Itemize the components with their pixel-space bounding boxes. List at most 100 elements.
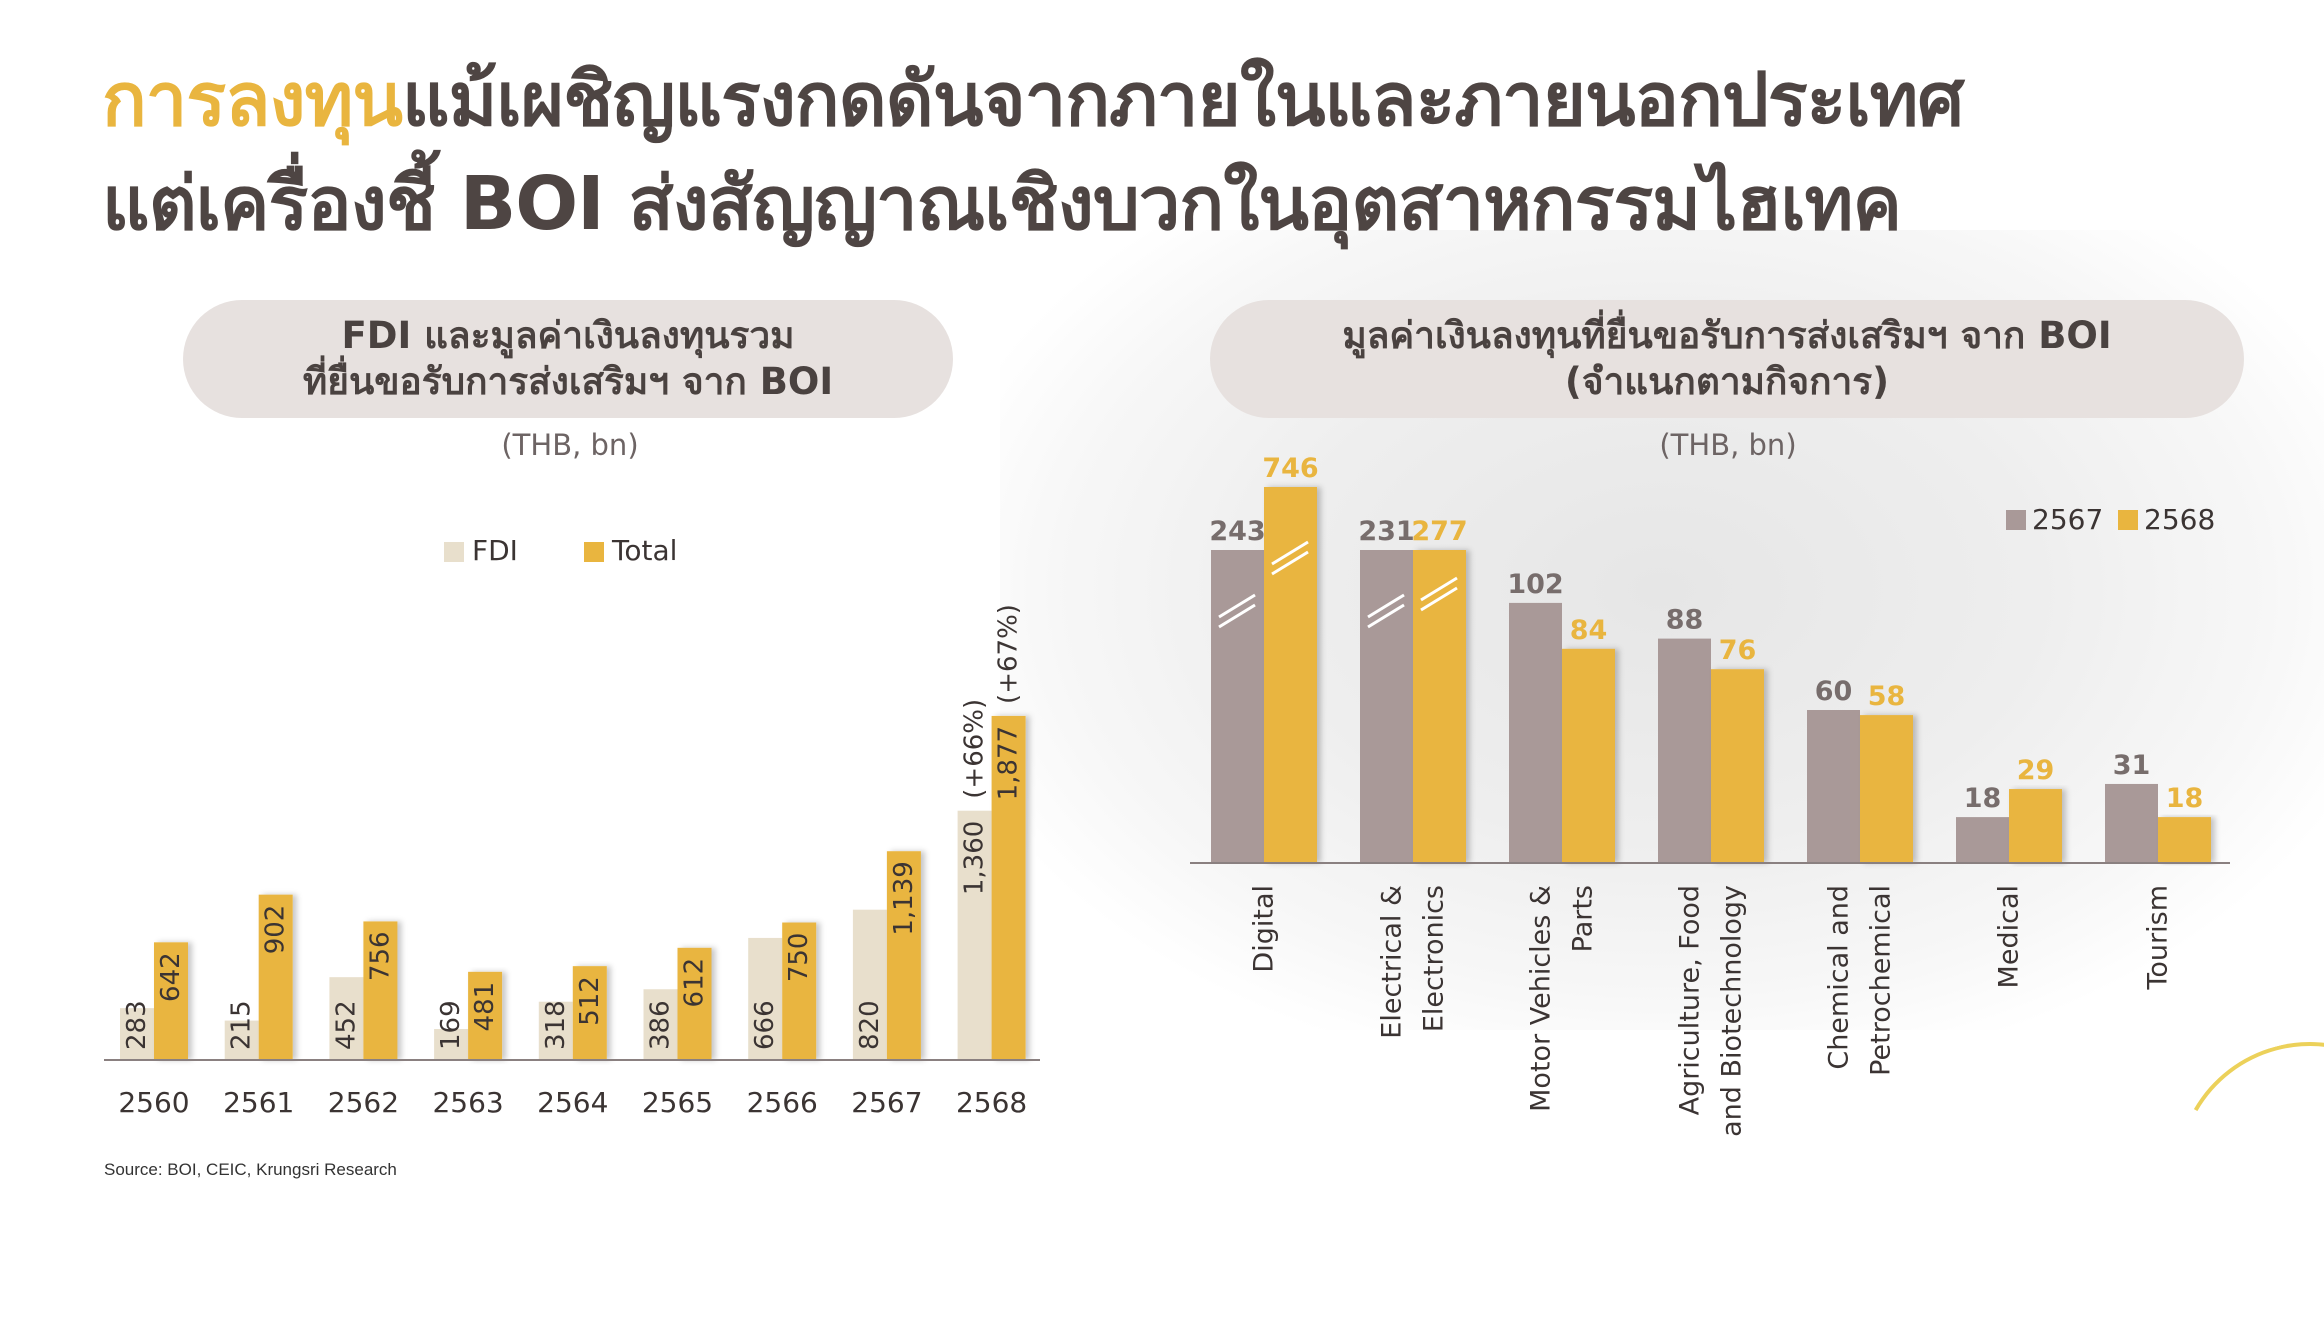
legend-swatch-2567 [2006, 510, 2026, 530]
bar-fdi-2564 [538, 1001, 573, 1060]
value-2568-tourism: 18 [2166, 783, 2204, 814]
bar-fdi-2567 [852, 909, 887, 1060]
value-2567-chemical-and-petrochemical: 60 [1815, 676, 1853, 707]
headline-line2: แต่เครื่องชี้ BOI ส่งสัญญาณเชิงบวกในอุตส… [102, 161, 1902, 247]
bar-2568-agriculture-food-and-biotechnology [1711, 669, 1764, 863]
right-unit-label: (THB, bn) [1659, 428, 1797, 462]
value-2568-electrical-electronics: 277 [1411, 516, 1467, 547]
bar-2568-motor-vehicles-parts [1562, 648, 1615, 863]
value-2568-agriculture-food-and-biotechnology: 76 [1719, 635, 1757, 666]
bar-fdi-2560 [120, 1008, 154, 1060]
axis-break-mark [1218, 603, 1256, 629]
bar-2567-digital [1211, 550, 1264, 863]
bar-fdi-2568 [957, 810, 992, 1060]
value-2568-chemical-and-petrochemical: 58 [1868, 681, 1906, 712]
bar-2568-electrical-electronics [1413, 550, 1466, 863]
legend-label-2568: 2568 [2144, 503, 2215, 536]
axis-break-mark [1420, 586, 1458, 612]
left-title-line1: FDI และมูลค่าเงินลงทุนรวม [341, 314, 795, 357]
label-fdi-2564: 318 [541, 1000, 571, 1050]
value-2567-agriculture-food-and-biotechnology: 88 [1666, 605, 1704, 636]
bar-2567-tourism [2105, 783, 2158, 863]
tick-2568: 2568 [956, 1086, 1027, 1119]
tick-2562: 2562 [328, 1086, 399, 1119]
category-label-tourism: Tourism [2143, 885, 2174, 991]
value-2568-digital: 746 [1262, 453, 1318, 484]
category-label-electrical-electronics: Electrical & [1377, 885, 1408, 1039]
value-2568-medical: 29 [2017, 755, 2055, 786]
value-2567-digital: 243 [1209, 516, 1265, 547]
category-label-chemical-and-petrochemical: Petrochemical [1866, 885, 1897, 1076]
label-total-2562: 756 [365, 931, 395, 981]
legend-swatch-fdi [444, 542, 464, 562]
bar-fdi-2562 [329, 977, 364, 1060]
tick-2560: 2560 [118, 1086, 189, 1119]
bar-total-2567 [886, 851, 921, 1060]
tick-2566: 2566 [747, 1086, 818, 1119]
label-total-2563: 481 [470, 982, 500, 1032]
label-total-2567: 1,139 [889, 861, 919, 935]
headline-accent: การลงทุน [102, 57, 403, 143]
label-fdi-2566: 666 [750, 1000, 780, 1050]
tick-2563: 2563 [432, 1086, 503, 1119]
label-total-2560: 642 [156, 952, 186, 1002]
axis-break-mark [1271, 540, 1309, 566]
label-fdi-2563: 169 [436, 1000, 466, 1050]
right-title-line1: มูลค่าเงินลงทุนที่ยื่นขอรับการส่งเสริมฯ … [1342, 314, 2112, 357]
left-unit-label: (THB, bn) [501, 428, 639, 462]
legend-swatch-total [584, 542, 604, 562]
bar-total-2561 [258, 894, 293, 1060]
axis-break-mark [1367, 593, 1405, 619]
bar-total-2560 [154, 942, 188, 1060]
bar-total-2565 [677, 947, 712, 1060]
headline-line1: แม้เผชิญแรงกดดันจากภายในและภายนอกประเทศ [401, 57, 1964, 143]
tick-2564: 2564 [537, 1086, 608, 1119]
annotation-fdi: (+66%) [960, 699, 990, 799]
right-chart-title: มูลค่าเงินลงทุนที่ยื่นขอรับการส่งเสริมฯ … [1210, 300, 2244, 418]
label-fdi-2565: 386 [646, 1000, 676, 1050]
bar-fdi-2561 [224, 1020, 259, 1060]
bar-2568-digital [1264, 487, 1317, 863]
label-fdi-2567: 820 [855, 1000, 885, 1050]
left-chart-title: FDI และมูลค่าเงินลงทุนรวม ที่ยื่นขอรับกา… [183, 300, 953, 418]
bar-2567-chemical-and-petrochemical [1807, 710, 1860, 863]
bar-2568-tourism [2158, 817, 2211, 863]
left-title-line2: ที่ยื่นขอรับการส่งเสริมฯ จาก BOI [302, 360, 834, 403]
legend-label-total: Total [611, 534, 677, 567]
axis-break-mark [1367, 603, 1405, 629]
label-fdi-2562: 452 [331, 1000, 361, 1050]
bar-total-2568 [991, 715, 1026, 1060]
category-label-medical: Medical [1994, 885, 2025, 988]
axis-break-mark [1271, 550, 1309, 576]
value-2567-electrical-electronics: 231 [1358, 516, 1414, 547]
tick-2561: 2561 [223, 1086, 294, 1119]
tick-2567: 2567 [851, 1086, 922, 1119]
label-total-2566: 750 [784, 933, 814, 983]
label-total-2564: 512 [575, 976, 605, 1026]
value-2567-medical: 18 [1964, 783, 2002, 814]
label-total-2565: 612 [680, 958, 710, 1008]
category-label-digital: Digital [1249, 885, 1280, 973]
category-label-motor-vehicles-parts: Motor Vehicles & [1526, 885, 1557, 1112]
axis-break-mark [1218, 593, 1256, 619]
bar-2568-medical [2009, 789, 2062, 863]
bar-2567-agriculture-food-and-biotechnology [1658, 638, 1711, 863]
source-note: Source: BOI, CEIC, Krungsri Research [104, 1160, 397, 1179]
bar-total-2566 [782, 922, 817, 1060]
value-2567-tourism: 31 [2113, 750, 2151, 781]
bar-2567-motor-vehicles-parts [1509, 602, 1562, 863]
bar-fdi-2565 [643, 989, 678, 1060]
label-fdi-2560: 283 [122, 1000, 152, 1050]
legend-label-fdi: FDI [472, 534, 518, 567]
axis-break-mark [1420, 576, 1458, 602]
label-fdi-2568: 1,360 [960, 821, 990, 895]
category-label-motor-vehicles-parts: Parts [1568, 885, 1599, 952]
annotation-total: (+67%) [994, 604, 1024, 704]
bar-fdi-2566 [748, 937, 783, 1060]
label-total-2561: 902 [261, 905, 291, 955]
page-headline: การลงทุนแม้เผชิญแรงกดดันจากภายในและภายนอ… [102, 48, 1964, 256]
bar-2568-chemical-and-petrochemical [1860, 715, 1913, 863]
